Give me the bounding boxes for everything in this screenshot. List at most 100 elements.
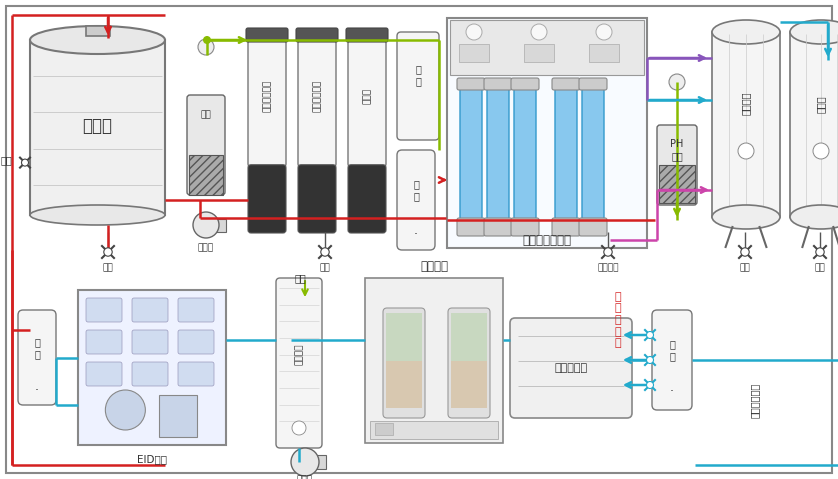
Circle shape bbox=[816, 248, 825, 256]
Circle shape bbox=[741, 248, 749, 256]
FancyBboxPatch shape bbox=[312, 455, 326, 469]
FancyBboxPatch shape bbox=[132, 330, 168, 354]
FancyBboxPatch shape bbox=[86, 330, 122, 354]
FancyBboxPatch shape bbox=[457, 78, 485, 90]
FancyBboxPatch shape bbox=[790, 32, 838, 217]
FancyBboxPatch shape bbox=[582, 86, 604, 221]
Text: 氮气: 氮气 bbox=[294, 273, 306, 283]
FancyBboxPatch shape bbox=[348, 165, 386, 233]
Text: 微
滤: 微 滤 bbox=[669, 339, 675, 361]
FancyBboxPatch shape bbox=[657, 125, 697, 205]
Text: 纯水箱: 纯水箱 bbox=[816, 95, 826, 113]
Text: 多介质过滤器: 多介质过滤器 bbox=[262, 80, 272, 113]
FancyBboxPatch shape bbox=[447, 18, 647, 248]
FancyBboxPatch shape bbox=[451, 361, 487, 408]
Ellipse shape bbox=[790, 205, 838, 229]
FancyBboxPatch shape bbox=[346, 28, 388, 42]
Text: 聚凝: 聚凝 bbox=[200, 111, 211, 119]
Circle shape bbox=[531, 24, 547, 40]
FancyBboxPatch shape bbox=[511, 218, 539, 236]
FancyBboxPatch shape bbox=[132, 298, 168, 322]
Text: 增压泵: 增压泵 bbox=[297, 476, 313, 479]
FancyBboxPatch shape bbox=[178, 362, 214, 386]
FancyBboxPatch shape bbox=[659, 165, 695, 203]
FancyBboxPatch shape bbox=[510, 318, 632, 418]
Text: 原水: 原水 bbox=[0, 156, 12, 166]
FancyBboxPatch shape bbox=[86, 298, 122, 322]
Ellipse shape bbox=[712, 205, 780, 229]
FancyBboxPatch shape bbox=[459, 44, 489, 62]
Text: 软水器: 软水器 bbox=[363, 88, 371, 104]
FancyBboxPatch shape bbox=[552, 78, 580, 90]
Text: 排污: 排污 bbox=[740, 263, 750, 273]
FancyBboxPatch shape bbox=[85, 26, 110, 36]
Text: PH
调节: PH 调节 bbox=[670, 139, 684, 161]
Circle shape bbox=[646, 331, 654, 339]
FancyBboxPatch shape bbox=[248, 40, 286, 167]
FancyBboxPatch shape bbox=[246, 28, 288, 42]
Text: 活性炭过滤器: 活性炭过滤器 bbox=[313, 80, 322, 113]
Text: 至
各
用
水
点: 至 各 用 水 点 bbox=[615, 292, 621, 348]
Text: 排污: 排污 bbox=[102, 263, 113, 273]
Text: 排污: 排污 bbox=[319, 263, 330, 273]
FancyBboxPatch shape bbox=[248, 165, 286, 233]
Circle shape bbox=[646, 356, 654, 364]
Circle shape bbox=[646, 381, 654, 388]
FancyBboxPatch shape bbox=[189, 155, 223, 195]
FancyBboxPatch shape bbox=[514, 86, 536, 221]
FancyBboxPatch shape bbox=[397, 150, 435, 250]
Circle shape bbox=[596, 24, 612, 40]
Circle shape bbox=[466, 24, 482, 40]
Circle shape bbox=[813, 143, 829, 159]
FancyBboxPatch shape bbox=[178, 330, 214, 354]
FancyBboxPatch shape bbox=[132, 362, 168, 386]
Circle shape bbox=[291, 448, 319, 476]
FancyBboxPatch shape bbox=[276, 278, 322, 448]
FancyBboxPatch shape bbox=[460, 86, 482, 221]
FancyBboxPatch shape bbox=[555, 86, 577, 221]
FancyBboxPatch shape bbox=[712, 32, 780, 217]
FancyBboxPatch shape bbox=[78, 290, 226, 445]
Circle shape bbox=[104, 248, 112, 256]
Text: 增压泵: 增压泵 bbox=[198, 243, 214, 252]
FancyBboxPatch shape bbox=[451, 313, 487, 361]
Circle shape bbox=[203, 36, 211, 44]
FancyBboxPatch shape bbox=[18, 310, 56, 405]
FancyBboxPatch shape bbox=[397, 32, 439, 140]
Circle shape bbox=[738, 143, 754, 159]
Ellipse shape bbox=[30, 26, 165, 54]
Text: 紫外线杀菌: 紫外线杀菌 bbox=[555, 363, 587, 373]
Text: 原水箱: 原水箱 bbox=[82, 116, 112, 135]
FancyBboxPatch shape bbox=[298, 165, 336, 233]
FancyBboxPatch shape bbox=[457, 218, 485, 236]
Circle shape bbox=[669, 74, 685, 90]
Text: ·: · bbox=[35, 384, 39, 397]
FancyBboxPatch shape bbox=[589, 44, 619, 62]
Circle shape bbox=[292, 421, 306, 435]
Text: 精
滤: 精 滤 bbox=[413, 179, 419, 201]
FancyBboxPatch shape bbox=[159, 395, 198, 437]
Circle shape bbox=[106, 390, 145, 430]
FancyBboxPatch shape bbox=[365, 278, 503, 443]
FancyBboxPatch shape bbox=[448, 308, 490, 418]
FancyBboxPatch shape bbox=[296, 28, 338, 42]
FancyBboxPatch shape bbox=[187, 95, 225, 195]
FancyBboxPatch shape bbox=[579, 218, 607, 236]
FancyBboxPatch shape bbox=[487, 86, 509, 221]
FancyBboxPatch shape bbox=[386, 361, 422, 408]
Text: ·: · bbox=[670, 386, 674, 399]
Text: 中间水箱: 中间水箱 bbox=[741, 92, 751, 115]
FancyBboxPatch shape bbox=[30, 40, 165, 215]
Circle shape bbox=[321, 248, 329, 256]
FancyBboxPatch shape bbox=[450, 20, 644, 75]
Circle shape bbox=[22, 159, 28, 166]
FancyBboxPatch shape bbox=[511, 78, 539, 90]
Text: 精
滤: 精 滤 bbox=[34, 337, 40, 359]
Text: 排污: 排污 bbox=[815, 263, 825, 273]
FancyBboxPatch shape bbox=[484, 218, 512, 236]
FancyBboxPatch shape bbox=[386, 313, 422, 361]
FancyBboxPatch shape bbox=[370, 421, 498, 439]
Text: 抛光混床: 抛光混床 bbox=[420, 260, 448, 273]
FancyBboxPatch shape bbox=[552, 218, 580, 236]
Circle shape bbox=[604, 248, 613, 256]
